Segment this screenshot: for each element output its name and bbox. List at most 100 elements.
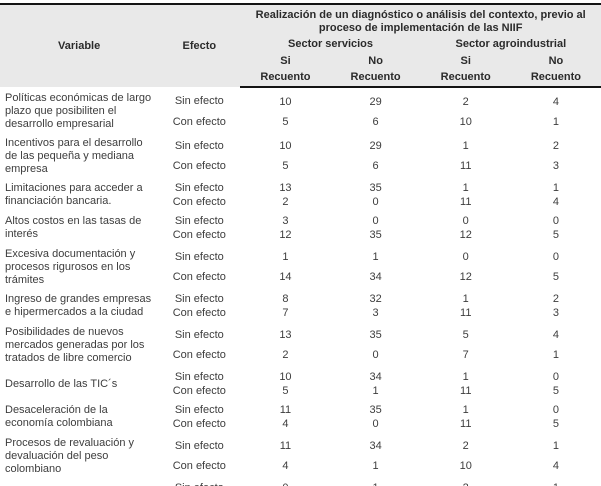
effect-label-cell: Con efecto bbox=[172, 460, 226, 473]
table-row: Políticas económicas de largo plazo que … bbox=[0, 87, 601, 130]
count-cell: 5 bbox=[282, 160, 289, 173]
count-cell: 10 bbox=[459, 460, 472, 473]
count-cell: 11 bbox=[460, 160, 472, 173]
count-cell: 11 bbox=[279, 439, 292, 452]
count-cell: 1 bbox=[282, 250, 289, 263]
count-cell: 1 bbox=[511, 477, 601, 486]
count-cell: 13 bbox=[279, 181, 292, 194]
header-recuento: Recuento bbox=[330, 69, 421, 88]
table-row: Con efecto 5 6 11 3 bbox=[0, 157, 601, 177]
effect-label-cell: Sin efecto bbox=[174, 214, 224, 227]
count-cell: 2 bbox=[552, 139, 559, 152]
count-cell: 1 bbox=[372, 385, 379, 397]
count-cell: 11 bbox=[460, 196, 472, 208]
count-cell: 10 bbox=[279, 139, 292, 152]
count-cell: 5 bbox=[552, 271, 559, 284]
table-header: Variable Efecto Realización de un diagnó… bbox=[0, 4, 601, 88]
header-row-yesno: Si No Si No bbox=[0, 52, 601, 69]
count-cell: 4 bbox=[552, 328, 559, 341]
header-efecto: Efecto bbox=[158, 4, 241, 87]
count-cell: 0 bbox=[552, 403, 559, 416]
variable-block: Políticas económicas de largo plazo que … bbox=[0, 87, 601, 132]
count-cell: 29 bbox=[369, 95, 382, 108]
variable-cell: Políticas económicas de largo plazo que … bbox=[5, 91, 152, 130]
variable-cell: Posibilidades de nuevos mercados generad… bbox=[5, 325, 145, 364]
table-row: Con efecto 4 1 10 4 bbox=[0, 457, 601, 477]
count-cell: 2 bbox=[462, 95, 469, 108]
count-cell: 11 bbox=[460, 307, 472, 319]
count-cell: 1 bbox=[552, 115, 559, 128]
count-cell: 1 bbox=[462, 292, 469, 305]
count-cell: 1 bbox=[552, 181, 559, 194]
count-cell: 0 bbox=[462, 214, 469, 227]
variable-block: Incentivos para el desarrollo de las peq… bbox=[0, 132, 601, 177]
count-cell: 7 bbox=[462, 349, 469, 362]
count-cell: 8 bbox=[282, 292, 289, 305]
count-cell: 34 bbox=[369, 439, 382, 452]
effect-label-cell: Con efecto bbox=[172, 196, 226, 208]
table-row: Excesiva documentación y procesos riguro… bbox=[0, 243, 601, 286]
variable-block: Excesiva documentación y procesos riguro… bbox=[0, 243, 601, 288]
count-cell: 0 bbox=[552, 370, 559, 383]
effect-label-cell: Sin efecto bbox=[174, 139, 224, 152]
count-cell: 11 bbox=[279, 403, 292, 416]
table-row: Incentivos para el desarrollo de las peq… bbox=[0, 132, 601, 175]
count-cell: 1 bbox=[331, 477, 421, 486]
count-cell: 4 bbox=[552, 95, 559, 108]
table-row: Con efecto 4 0 11 5 bbox=[0, 417, 601, 432]
count-cell: 0 bbox=[552, 214, 559, 227]
variable-block: Desaceleración de la economía colombiana… bbox=[0, 399, 601, 432]
count-cell: 5 bbox=[462, 328, 469, 341]
count-cell: 3 bbox=[552, 307, 559, 319]
effect-label-cell: Con efecto bbox=[172, 229, 226, 241]
table-row: Limitaciones para acceder a financiación… bbox=[0, 177, 601, 208]
count-cell: 1 bbox=[462, 139, 469, 152]
header-recuento: Recuento bbox=[240, 69, 331, 88]
header-sector-agroindustrial: Sector agroindustrial bbox=[420, 36, 601, 53]
count-cell: 0 bbox=[372, 214, 379, 227]
header-recuento: Recuento bbox=[420, 69, 511, 88]
count-cell: 11 bbox=[460, 418, 472, 430]
count-cell: 14 bbox=[279, 271, 292, 284]
table-row: Con efecto 2 0 11 4 bbox=[0, 195, 601, 210]
effect-label-cell: Sin efecto bbox=[174, 292, 224, 305]
count-cell: 34 bbox=[369, 271, 382, 284]
count-cell: 0 bbox=[462, 250, 469, 263]
count-cell: 11 bbox=[460, 385, 472, 397]
count-cell: 5 bbox=[552, 385, 559, 397]
header-row-title: Variable Efecto Realización de un diagnó… bbox=[0, 4, 601, 87]
count-cell: 29 bbox=[369, 139, 382, 152]
count-cell: 5 bbox=[552, 418, 559, 430]
count-cell: 0 bbox=[552, 250, 559, 263]
table-row: Con efecto 14 34 12 5 bbox=[0, 268, 601, 288]
effect-label-cell: Sin efecto bbox=[174, 250, 224, 263]
variable-block: Altos costos en las tasas de interés Sin… bbox=[0, 210, 601, 243]
header-sector-servicios: Sector servicios bbox=[240, 36, 421, 53]
variable-block: Procesos de revaluación y devaluación de… bbox=[0, 432, 601, 477]
table-row: Con efecto 2 0 7 1 bbox=[0, 346, 601, 366]
count-cell: 6 bbox=[372, 115, 379, 128]
count-cell: 5 bbox=[282, 115, 289, 128]
header-no-servicios: No bbox=[330, 52, 421, 69]
count-cell: 6 bbox=[372, 160, 379, 173]
table-row: Con efecto 7 3 11 3 bbox=[0, 306, 601, 321]
effect-label-cell: Sin efecto bbox=[174, 403, 224, 416]
variable-cell: Limitaciones para acceder a financiación… bbox=[5, 182, 143, 207]
effect-label-cell: Con efecto bbox=[172, 115, 226, 128]
count-cell: 35 bbox=[369, 181, 382, 194]
count-cell: 2 bbox=[282, 349, 289, 362]
effect-label-cell: Sin efecto bbox=[174, 328, 224, 341]
header-recuento: Recuento bbox=[510, 69, 601, 88]
table-row: Con efecto 5 6 10 1 bbox=[0, 112, 601, 131]
count-cell: 34 bbox=[369, 370, 382, 383]
effect-label-cell: Con efecto bbox=[172, 271, 226, 284]
count-cell: 10 bbox=[279, 95, 292, 108]
count-cell: 3 bbox=[282, 214, 289, 227]
count-cell: 0 bbox=[240, 477, 330, 486]
header-row-sectors: Sector servicios Sector agroindustrial bbox=[0, 36, 601, 53]
effect-label-cell: Con efecto bbox=[172, 349, 226, 362]
effect-label-cell: Con efecto bbox=[172, 385, 226, 397]
variable-cell: Desaceleración de la economía colombiana bbox=[5, 404, 113, 429]
count-cell: 1 bbox=[462, 181, 469, 194]
